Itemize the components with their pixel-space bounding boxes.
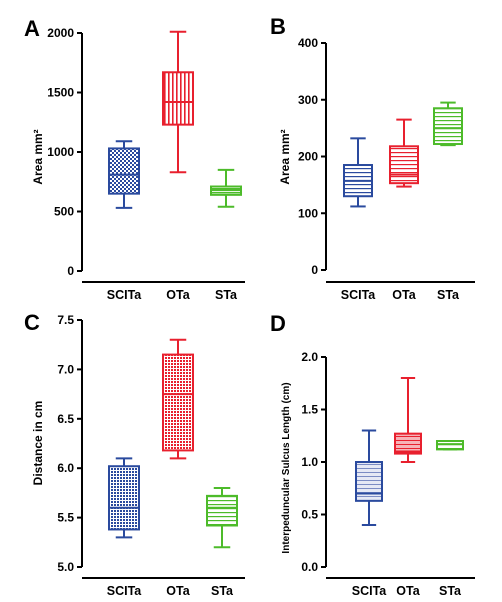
panel-label-A: A <box>24 16 40 41</box>
y-tick-label-A: 500 <box>54 205 74 219</box>
box-SCITa <box>355 461 383 502</box>
box-OTa <box>389 145 419 185</box>
y-tick-label-A: 2000 <box>47 26 74 40</box>
category-label: STa <box>437 288 460 302</box>
category-label: OTa <box>166 584 190 598</box>
box-STa <box>436 440 464 451</box>
box-STa <box>433 107 463 146</box>
panel-label-D: D <box>270 311 286 336</box>
panel-label-B: B <box>270 14 286 39</box>
category-label: SCITa <box>107 288 143 302</box>
y-tick-label-C: 5.5 <box>57 511 74 525</box>
y-tick-label-A: 1000 <box>47 145 74 159</box>
category-label: STa <box>215 288 238 302</box>
y-tick-label-D: 0.0 <box>301 560 318 574</box>
y-tick-label-D: 0.5 <box>301 508 318 522</box>
y-tick-label-C: 7.5 <box>57 313 74 327</box>
box-OTa <box>162 353 194 452</box>
category-label: OTa <box>396 584 420 598</box>
y-tick-label-B: 400 <box>298 36 318 50</box>
y-tick-label-C: 7.0 <box>57 362 74 376</box>
y-tick-label-A: 0 <box>67 264 74 278</box>
y-tick-label-D: 1.0 <box>301 455 318 469</box>
y-tick-label-C: 6.5 <box>57 412 74 426</box>
y-tick-label-D: 2.0 <box>301 350 318 364</box>
y-tick-label-B: 300 <box>298 93 318 107</box>
y-tick-label-B: 0 <box>311 263 318 277</box>
y-tick-label-C: 6.0 <box>57 461 74 475</box>
category-label: STa <box>211 584 234 598</box>
category-label: OTa <box>392 288 416 302</box>
y-axis-label-D: Interpeduncular Sulcus Length (cm) <box>281 382 292 553</box>
box-OTa <box>162 71 194 126</box>
category-label: SCITa <box>352 584 388 598</box>
y-tick-label-B: 200 <box>298 150 318 164</box>
y-tick-label-C: 5.0 <box>57 560 74 574</box>
box-SCITa <box>108 147 140 195</box>
category-label: SCITa <box>107 584 143 598</box>
y-tick-label-A: 1500 <box>47 86 74 100</box>
y-axis-label-A: Area mm² <box>31 129 45 184</box>
category-label: SCITa <box>341 288 377 302</box>
category-label: OTa <box>166 288 190 302</box>
y-tick-label-B: 100 <box>298 206 318 220</box>
box-OTa <box>394 432 422 455</box>
category-label: STa <box>439 584 462 598</box>
y-tick-label-D: 1.5 <box>301 403 318 417</box>
box-SCITa <box>108 465 140 531</box>
box-STa <box>206 494 238 527</box>
y-axis-label-B: Area mm² <box>278 129 292 184</box>
y-axis-label-C: Distance in cm <box>31 401 45 486</box>
panel-label-C: C <box>24 310 40 335</box>
